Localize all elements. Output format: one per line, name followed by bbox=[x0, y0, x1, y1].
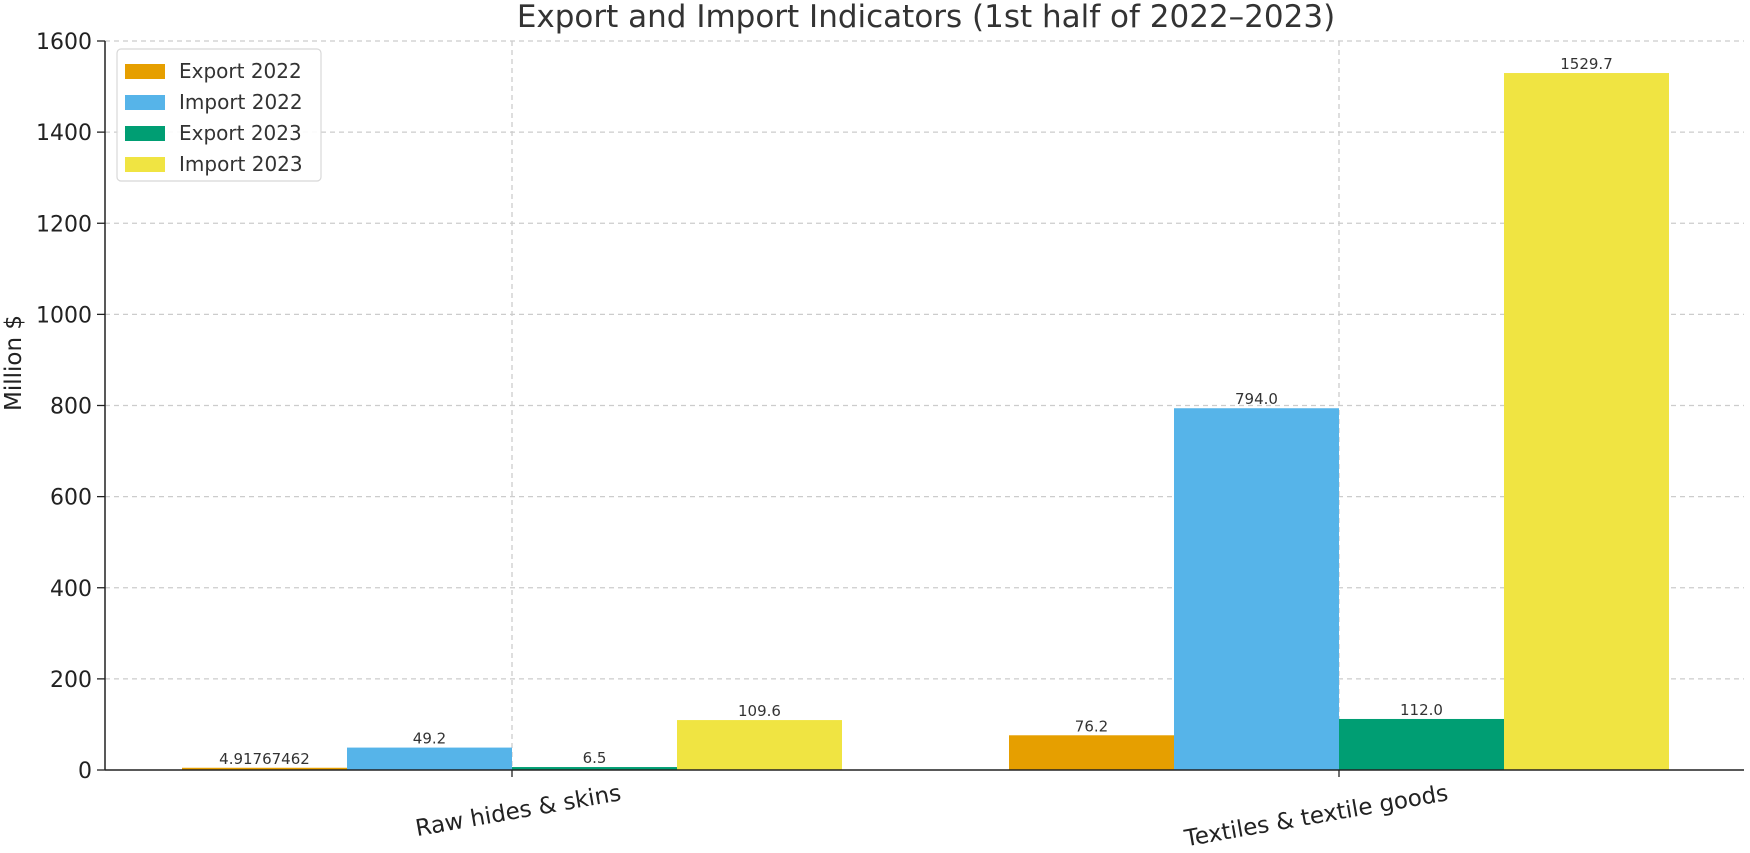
bar-import-2022 bbox=[1174, 408, 1339, 770]
bar-import-2023 bbox=[1504, 73, 1669, 770]
legend-swatch bbox=[125, 64, 165, 79]
x-tick-label: Raw hides & skins bbox=[413, 780, 623, 842]
bar-value-label: 1529.7 bbox=[1560, 55, 1613, 73]
legend-swatch bbox=[125, 157, 165, 172]
bar-value-label: 6.5 bbox=[583, 749, 607, 767]
legend-swatch bbox=[125, 95, 165, 110]
bar-export-2022 bbox=[1009, 735, 1174, 770]
y-tick-label: 800 bbox=[50, 395, 92, 420]
grid-layer bbox=[105, 40, 1744, 770]
bar-value-label: 109.6 bbox=[738, 702, 781, 720]
legend-label: Import 2022 bbox=[179, 90, 303, 114]
legend-label: Export 2023 bbox=[179, 121, 302, 145]
x-tick-label: Textiles & textile goods bbox=[1182, 780, 1450, 849]
chart-title: Export and Import Indicators (1st half o… bbox=[517, 0, 1335, 35]
legend-label: Import 2023 bbox=[179, 152, 303, 176]
y-axis-label: Million $ bbox=[1, 315, 27, 411]
y-tick-label: 600 bbox=[50, 486, 92, 511]
bar-export-2022 bbox=[182, 767, 347, 770]
y-tick-label: 1600 bbox=[36, 30, 92, 55]
bar-export-2023 bbox=[1339, 718, 1504, 770]
y-tick-label: 0 bbox=[78, 759, 92, 784]
y-tick-label: 400 bbox=[50, 577, 92, 602]
bar-value-label: 4.91767462 bbox=[219, 750, 310, 768]
y-tick-label: 1400 bbox=[36, 121, 92, 146]
bar-import-2022 bbox=[347, 747, 512, 770]
bar-export-2023 bbox=[512, 767, 677, 770]
data-labels-layer: 4.91767462 76.2 49.2 794.0 6.5 112.0 109.6 1529… bbox=[219, 55, 1613, 768]
legend-label: Export 2022 bbox=[179, 59, 302, 83]
bar-import-2023 bbox=[677, 720, 842, 770]
bar-value-label: 76.2 bbox=[1075, 717, 1108, 735]
bar-value-label: 794.0 bbox=[1235, 390, 1278, 408]
y-tick-label: 1000 bbox=[36, 303, 92, 328]
y-tick-label: 200 bbox=[50, 668, 92, 693]
legend-box bbox=[116, 48, 322, 182]
legend-swatch bbox=[125, 126, 165, 141]
legend: Export 2022 Import 2022 Export 2023 Import … bbox=[116, 48, 322, 182]
y-tick-label: 1200 bbox=[36, 212, 92, 237]
bar-value-label: 49.2 bbox=[413, 730, 446, 748]
bars-layer bbox=[182, 73, 1669, 770]
bar-value-label: 112.0 bbox=[1400, 701, 1443, 719]
